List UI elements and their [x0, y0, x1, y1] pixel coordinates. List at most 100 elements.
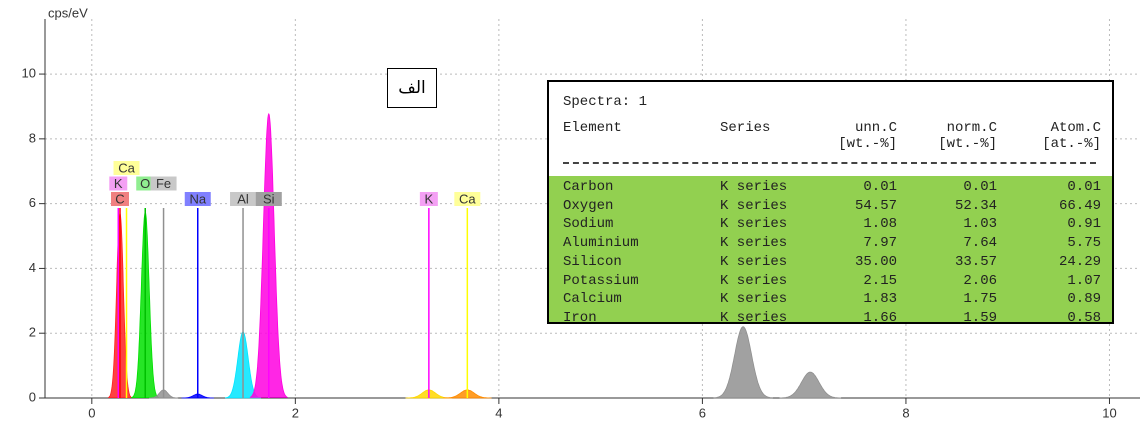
element-label: Na: [189, 191, 206, 206]
element-label-box: [150, 176, 177, 191]
table-cell: Aluminium: [563, 235, 639, 252]
table-header: Element Series unn.C [wt.-%] norm.C [wt.-%] At…: [549, 120, 1101, 152]
header-text: Atom.C: [1050, 120, 1101, 136]
element-label-box: [184, 192, 211, 206]
table-cell: 1.83: [863, 291, 897, 308]
table-cell: 33.57: [954, 253, 997, 270]
table-cell: Sodium: [563, 216, 614, 233]
element-label: Al: [237, 191, 249, 206]
table-cell: 35.00: [854, 253, 897, 270]
table-cell: 5.75: [1067, 235, 1101, 252]
table-cell: K series: [720, 309, 788, 326]
element-label: Ca: [118, 160, 135, 175]
x-tick-label: 0: [88, 405, 95, 420]
table-cell: Calcium: [563, 291, 622, 308]
header-cell: Element: [563, 120, 720, 152]
header-text: norm.C: [946, 120, 997, 136]
header-text: [563, 136, 720, 152]
table-cell: K series: [720, 272, 788, 289]
table-cell: 0.01: [1067, 179, 1101, 195]
table-body: Carbon K series 0.01 0.01 0.01 Oxygen K series…: [549, 176, 1112, 326]
table-cell: 66.49: [1058, 197, 1101, 214]
table-cell: 0.89: [1067, 291, 1101, 308]
table-cell: 7.64: [963, 235, 997, 252]
table-cell: K series: [720, 291, 788, 308]
element-label: K: [425, 191, 434, 206]
table-row: Potassium K series 2.15 2.06 1.07: [549, 272, 1112, 291]
element-label-box: [419, 192, 438, 206]
table-cell: 0.01: [963, 179, 997, 195]
y-tick-label: 10: [22, 66, 36, 81]
table-row: Carbon K series 0.01 0.01 0.01: [549, 178, 1112, 197]
table-cell: 54.57: [854, 197, 897, 214]
header-cell: Series: [720, 120, 825, 152]
x-tick-label: 8: [902, 405, 909, 420]
element-label: Si: [263, 191, 275, 206]
element-label-box: [454, 192, 481, 206]
table-cell: 1.59: [963, 309, 997, 326]
element-label-box: [136, 176, 155, 191]
table-row: Iron K series 1.66 1.59 0.58: [549, 309, 1112, 328]
element-label: C: [115, 191, 124, 206]
header-text: Element: [563, 120, 622, 136]
y-axis-label: cps/eV: [48, 5, 88, 20]
element-label: Fe: [156, 176, 171, 191]
table-cell: 7.97: [863, 235, 897, 252]
y-tick-label: 0: [29, 389, 36, 404]
y-tick-label: 8: [29, 130, 36, 145]
table-cell: 0.91: [1067, 216, 1101, 233]
table-cell: 24.29: [1058, 253, 1101, 270]
table-cell: K series: [720, 216, 788, 233]
table-cell: 0.58: [1067, 309, 1101, 326]
table-cell: 0.01: [863, 179, 897, 195]
header-text: unn.C: [854, 120, 897, 136]
peak: [713, 326, 773, 399]
header-text: [wt.-%]: [838, 136, 897, 152]
results-table: Spectra: 1 Element Series unn.C [wt.-%] norm…: [547, 80, 1114, 326]
table-row: Aluminium K series 7.97 7.64 5.75: [549, 234, 1112, 253]
element-label-box: [109, 176, 128, 191]
annotation: الف: [387, 68, 437, 108]
element-label-box: [230, 192, 257, 206]
table-cell: Carbon: [563, 179, 614, 195]
table-cell: Oxygen: [563, 197, 614, 214]
header-cell: Atom.C [at.-%]: [997, 120, 1101, 152]
element-label: O: [140, 176, 150, 191]
element-label: K: [114, 176, 123, 191]
header-text: [720, 136, 825, 152]
table-row: Silicon K series 35.00 33.57 24.29: [549, 253, 1112, 272]
table-cell: 1.75: [963, 291, 997, 308]
element-label-box: [111, 192, 130, 206]
table-row: Calcium K series 1.83 1.75 0.89: [549, 290, 1112, 309]
separator: [563, 162, 1096, 164]
y-tick-label: 6: [29, 195, 36, 210]
element-label-box: [255, 192, 282, 206]
header-text: Series: [720, 120, 771, 136]
x-tick-label: 10: [1102, 405, 1116, 420]
table-cell: 1.66: [863, 309, 897, 326]
table-cell: K series: [720, 179, 788, 195]
table-cell: 1.07: [1067, 272, 1101, 289]
table-cell: 52.34: [954, 197, 997, 214]
table-cell: 2.15: [863, 272, 897, 289]
y-tick-label: 2: [29, 325, 36, 340]
peak: [779, 371, 842, 399]
table-cell: 1.03: [963, 216, 997, 233]
x-tick-label: 2: [292, 405, 299, 420]
header-cell: norm.C [wt.-%]: [897, 120, 997, 152]
header-text: [at.-%]: [1042, 136, 1101, 152]
element-label: Ca: [459, 191, 476, 206]
table-cell: Potassium: [563, 272, 639, 289]
table-cell: K series: [720, 197, 788, 214]
y-tick-label: 4: [29, 260, 36, 275]
table-cell: 2.06: [963, 272, 997, 289]
x-tick-label: 4: [495, 405, 502, 420]
header-text: [wt.-%]: [938, 136, 997, 152]
x-tick-label: 6: [699, 405, 706, 420]
table-cell: K series: [720, 235, 788, 252]
table-row: Sodium K series 1.08 1.03 0.91: [549, 215, 1112, 234]
header-cell: unn.C [wt.-%]: [825, 120, 897, 152]
table-cell: 1.08: [863, 216, 897, 233]
